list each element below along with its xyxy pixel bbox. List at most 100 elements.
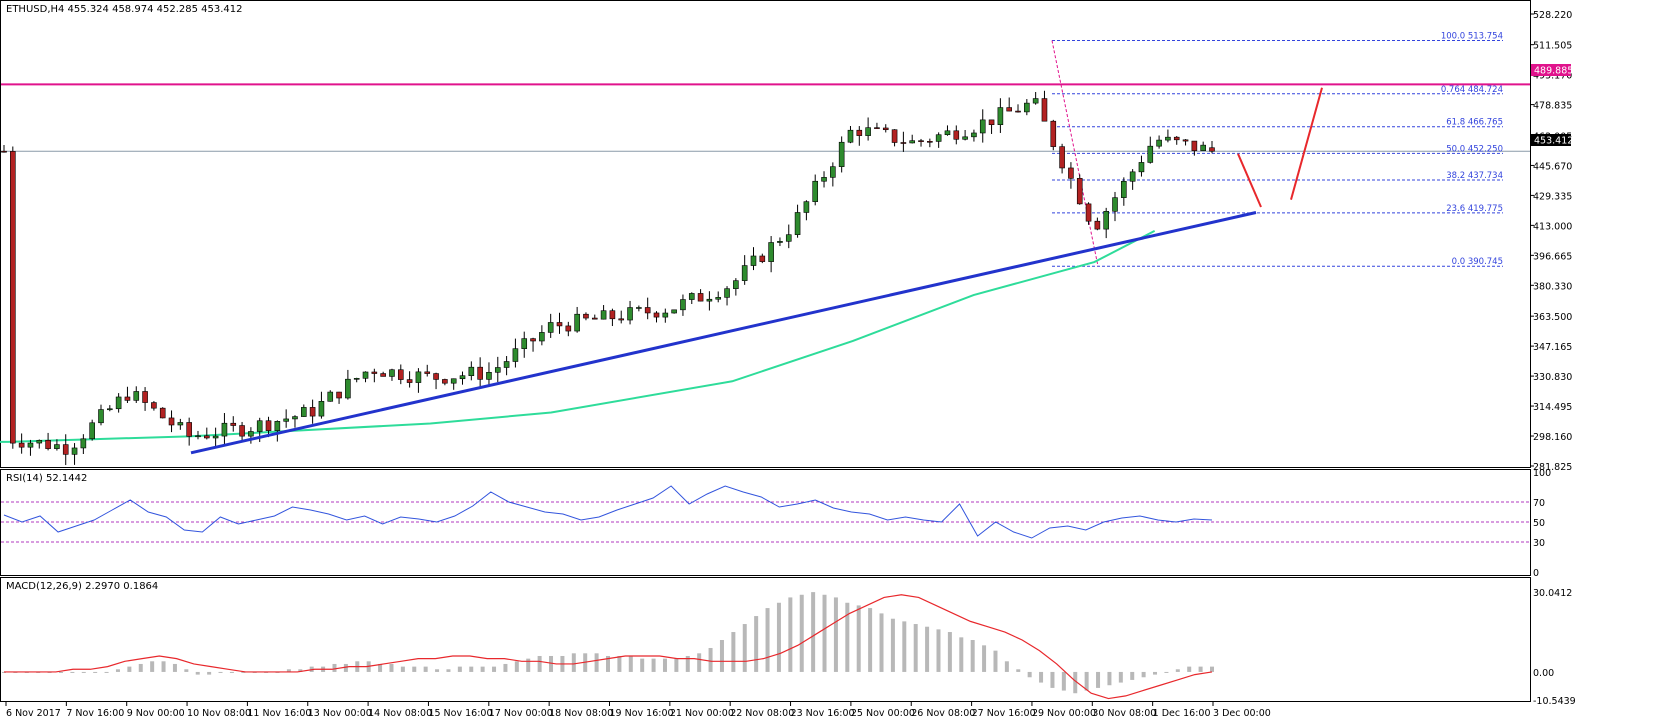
bullish-candle — [494, 367, 501, 373]
macd-histogram-bar — [389, 663, 394, 672]
macd-histogram-bar — [70, 671, 75, 673]
macd-histogram-bar — [617, 655, 622, 672]
macd-histogram-bar — [1016, 669, 1021, 672]
time-tick-label: 19 Nov 16:00 — [610, 708, 674, 719]
bullish-candle — [89, 422, 95, 440]
macd-histogram-bar — [184, 669, 189, 672]
bearish-candle — [442, 379, 448, 384]
bullish-candle — [503, 361, 510, 368]
bearish-candle — [918, 140, 924, 142]
macd-histogram-bar — [811, 592, 816, 672]
resistance-price-label: 489.885 — [1534, 66, 1573, 77]
level-lines: 100.0 513.754 0.764 484.724 61.8 466.765 50… — [1, 32, 1530, 267]
macd-histogram-bar — [492, 666, 497, 672]
bullish-candle — [353, 378, 360, 380]
bullish-candle — [256, 420, 263, 432]
price-tick-label: 495.170 — [1533, 71, 1572, 82]
bullish-candle — [327, 391, 334, 402]
bullish-candle — [768, 242, 774, 262]
bullish-candle — [741, 265, 748, 281]
fib-level-label: 50.0 452.250 — [1446, 144, 1503, 154]
bullish-candle — [979, 119, 986, 134]
bullish-candle — [512, 348, 519, 362]
macd-histogram-bar — [1210, 666, 1214, 672]
price-tick-label: 511.505 — [1533, 41, 1572, 52]
bullish-candle — [715, 297, 722, 300]
time-tick-label: 26 Nov 08:00 — [911, 708, 975, 719]
macd-histogram-bar — [925, 626, 930, 672]
price-tick-label: 478.835 — [1533, 101, 1572, 112]
fib-level-label: 23.6 419.775 — [1446, 204, 1503, 214]
bullish-candle — [750, 255, 757, 266]
bullish-candle — [36, 440, 43, 444]
time-tick-label: 29 Nov 00:00 — [1032, 708, 1096, 719]
bullish-candle — [688, 293, 695, 300]
time-tick-label: 27 Nov 16:00 — [972, 708, 1036, 719]
bearish-candle — [477, 366, 483, 380]
macd-histogram-bar — [1039, 671, 1044, 683]
price-tick-label: 429.335 — [1533, 191, 1572, 202]
bearish-candle — [142, 391, 148, 403]
macd-histogram-bar — [640, 658, 645, 672]
bullish-candle — [345, 378, 351, 399]
bearish-candle — [953, 130, 960, 140]
bearish-candle — [697, 293, 704, 302]
bearish-candle — [204, 435, 210, 439]
time-tick-label: 11 Nov 16:00 — [247, 708, 311, 719]
macd-histogram-bar — [514, 661, 519, 672]
bullish-candle — [80, 438, 87, 449]
macd-histogram-bar — [286, 669, 291, 672]
bullish-candle — [27, 442, 34, 448]
support-trendline — [190, 211, 1257, 455]
macd-tick-label: 30.0412 — [1533, 588, 1572, 599]
bullish-candle — [662, 312, 669, 318]
price-tick-label: 528.220 — [1533, 10, 1572, 21]
bullish-candle — [733, 280, 739, 289]
macd-histogram-bar — [207, 671, 212, 675]
price-tick-label: 314.495 — [1533, 402, 1572, 413]
bearish-candle — [900, 142, 907, 144]
bearish-candle — [239, 425, 245, 437]
macd-histogram-bar — [400, 666, 405, 672]
time-tick-label: 18 Nov 08:00 — [549, 708, 613, 719]
bullish-candle — [680, 299, 686, 311]
time-tick-label: 17 Nov 00:00 — [489, 708, 553, 719]
bearish-candle — [10, 151, 16, 444]
bearish-candle — [530, 338, 536, 342]
bullish-candle — [1121, 180, 1127, 198]
price-tick-label: 380.330 — [1533, 281, 1572, 292]
current-price-label: 453.412 — [1534, 136, 1573, 147]
bearish-candle — [874, 127, 880, 129]
bearish-candle — [159, 407, 166, 419]
macd-histogram-bar — [890, 618, 895, 672]
bearish-candle — [433, 373, 439, 380]
candlesticks — [1, 90, 1215, 466]
time-tick-label: 10 Nov 08:00 — [187, 708, 251, 719]
macd-histogram-bar — [229, 671, 234, 673]
bullish-candle — [468, 366, 475, 376]
bearish-candle — [618, 318, 625, 321]
macd-histogram-bar — [537, 655, 542, 672]
time-tick-label: 3 Dec 00:00 — [1213, 708, 1271, 719]
macd-histogram-bar — [697, 653, 702, 672]
time-tick-label: 13 Nov 00:00 — [308, 708, 372, 719]
bullish-candle — [362, 371, 369, 379]
macd-histogram-bar — [1153, 671, 1158, 675]
time-tick-label: 21 Nov 00:00 — [670, 708, 734, 719]
bullish-candle — [636, 307, 642, 309]
bearish-candle — [882, 127, 889, 131]
resistance-price-box — [1531, 64, 1571, 76]
bearish-candle — [371, 371, 378, 374]
macd-histogram-bar — [1175, 669, 1180, 672]
macd-histogram-bar — [343, 663, 348, 672]
bullish-candle — [1156, 139, 1162, 147]
bullish-candle — [1165, 136, 1171, 141]
bearish-candle — [1182, 139, 1189, 142]
bullish-candle — [318, 401, 325, 417]
macd-histogram-bar — [628, 655, 633, 672]
moving-average — [0, 229, 1156, 443]
bullish-candle — [777, 241, 783, 243]
macd-histogram-bar — [195, 671, 200, 675]
bearish-candle — [62, 444, 69, 455]
macd-histogram-bar — [435, 669, 440, 672]
